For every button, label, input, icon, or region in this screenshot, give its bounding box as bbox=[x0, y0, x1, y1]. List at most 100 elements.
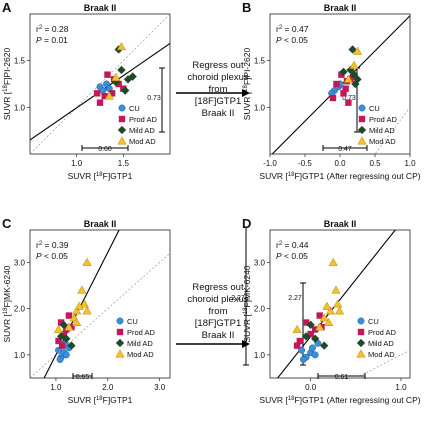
legend-label: Mild AD bbox=[368, 339, 394, 348]
point-mild-ad bbox=[117, 65, 126, 75]
point-mod-ad bbox=[111, 72, 121, 81]
point-prod-ad bbox=[342, 85, 349, 92]
point-mod-ad bbox=[357, 136, 367, 145]
point-mild-ad bbox=[353, 75, 362, 84]
y-tick-label: 2.0 bbox=[14, 305, 26, 314]
point-mod-ad bbox=[117, 136, 127, 145]
x-tick-label: 1.0 bbox=[71, 159, 83, 168]
p-stat: P < 0.05 bbox=[276, 251, 308, 261]
r2-value: = 0.47 bbox=[282, 24, 309, 34]
y-label-sup: 18 bbox=[3, 307, 9, 314]
point-prod-ad bbox=[118, 115, 126, 123]
legend-label: Prod AD bbox=[369, 115, 398, 124]
r2-sup: 2 bbox=[39, 25, 43, 31]
x-label-sup: 18 bbox=[96, 396, 103, 402]
point-prod-ad bbox=[358, 115, 366, 123]
r2-stat: r2 = 0.39 bbox=[36, 240, 69, 250]
point-mild-ad bbox=[320, 341, 329, 350]
point-mod-ad bbox=[331, 285, 341, 294]
panel-title: Braak II bbox=[324, 219, 357, 229]
x-label-part: SUVR [ bbox=[259, 171, 288, 181]
x-label-sup: 18 bbox=[288, 172, 295, 178]
point-mod-ad bbox=[352, 46, 363, 55]
point-prod-ad bbox=[58, 342, 66, 349]
panel-letter: B bbox=[242, 0, 251, 15]
point-prod-ad bbox=[302, 319, 310, 326]
point-cu bbox=[99, 87, 107, 94]
legend-label: Mild AD bbox=[129, 126, 155, 135]
point-mod-ad bbox=[64, 322, 74, 331]
x-axis-label: SUVR [18F]GTP1 bbox=[68, 171, 133, 181]
legend-label: Prod AD bbox=[127, 328, 156, 337]
point-mod-ad bbox=[292, 324, 302, 333]
y-label-part: SUVR [ bbox=[2, 91, 12, 120]
fit-lines bbox=[30, 230, 170, 378]
point-mod-ad bbox=[74, 301, 84, 310]
point-prod-ad bbox=[94, 90, 101, 97]
legend-label: Mod AD bbox=[127, 350, 154, 359]
point-mild-ad bbox=[56, 332, 66, 341]
point-mod-ad bbox=[343, 74, 353, 83]
identity-line bbox=[30, 252, 170, 378]
point-cu bbox=[311, 351, 319, 359]
y-label-sup: 18 bbox=[3, 84, 9, 91]
point-mod-ad bbox=[356, 349, 366, 358]
x-axis-label: SUVR [18F]GTP1 bbox=[68, 395, 133, 405]
middle-line: choroid plexus bbox=[187, 72, 249, 83]
x-range-label: 0.61 bbox=[335, 374, 349, 381]
point-cu bbox=[116, 317, 124, 325]
y-range-label: 2.27 bbox=[288, 295, 302, 302]
y-axis-label: SUVR [18F]MK-6240 bbox=[2, 265, 12, 342]
point-prod-ad bbox=[104, 71, 111, 78]
r2-prefix: r bbox=[36, 240, 39, 250]
point-prod-ad bbox=[116, 328, 124, 336]
x-tick-label: -1.0 bbox=[263, 159, 277, 168]
point-mild-ad bbox=[357, 125, 367, 135]
point-mod-ad bbox=[104, 91, 114, 100]
x-label-part: F]GTP1 bbox=[103, 171, 133, 181]
middle-line: from bbox=[208, 84, 228, 95]
middle-line: Braak II bbox=[201, 108, 235, 119]
x-tick-label: 1.0 bbox=[50, 383, 62, 392]
point-prod-ad bbox=[115, 80, 122, 88]
point-mild-ad bbox=[62, 334, 71, 343]
middle-line: choroid plexus bbox=[187, 294, 249, 305]
point-mod-ad bbox=[82, 306, 92, 315]
point-mod-ad bbox=[322, 301, 332, 310]
r2-prefix: r bbox=[36, 24, 39, 34]
x-tick-label: 0.0 bbox=[334, 159, 346, 168]
x-label-part: F]GTP1 (After regressing out CP) bbox=[294, 171, 420, 181]
p-prefix: P bbox=[36, 35, 42, 45]
r2-value: = 0.44 bbox=[282, 240, 309, 250]
y-axis-label: SUVR [18F]PI-2620 bbox=[2, 48, 12, 121]
middle-line: [18F]GTP1 bbox=[194, 318, 242, 329]
point-mild-ad bbox=[346, 65, 355, 75]
x-axis-label: SUVR [18F]GTP1 (After regressing out CP) bbox=[259, 395, 420, 405]
point-mild-ad bbox=[349, 70, 359, 79]
y-range-label: 2.27 bbox=[231, 295, 245, 302]
point-prod-ad bbox=[316, 312, 323, 319]
p-stat: P < 0.05 bbox=[36, 251, 68, 261]
legend-label: CU bbox=[368, 317, 379, 326]
x-tick-label: 1.0 bbox=[404, 159, 416, 168]
legend-label: Mod AD bbox=[369, 137, 396, 146]
point-prod-ad bbox=[108, 90, 116, 97]
fit-lines bbox=[276, 230, 410, 378]
arrow-head bbox=[242, 89, 250, 97]
x-range-label: 0.65 bbox=[76, 374, 90, 381]
point-mild-ad bbox=[356, 338, 366, 348]
y-range-label: 0.73 bbox=[147, 95, 161, 102]
panel-title: Braak II bbox=[84, 3, 117, 13]
point-prod-ad bbox=[55, 337, 62, 345]
point-mild-ad bbox=[115, 338, 125, 348]
y-range-label: 0.73 bbox=[342, 95, 356, 102]
point-mild-ad bbox=[117, 125, 127, 135]
point-cu bbox=[299, 356, 307, 363]
point-mod-ad bbox=[333, 299, 343, 308]
r2-stat: r2 = 0.28 bbox=[36, 24, 69, 34]
legend-label: CU bbox=[127, 317, 138, 326]
